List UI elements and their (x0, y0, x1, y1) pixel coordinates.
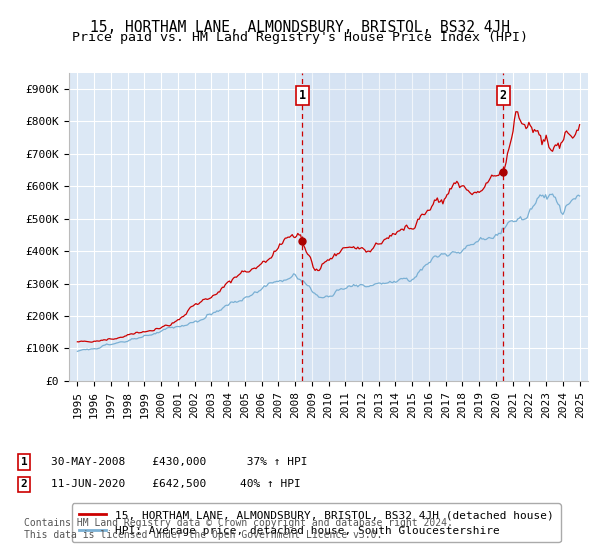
Text: 2: 2 (20, 479, 28, 489)
Text: 11-JUN-2020    £642,500     40% ↑ HPI: 11-JUN-2020 £642,500 40% ↑ HPI (51, 479, 301, 489)
Text: 1: 1 (298, 89, 305, 102)
Bar (302, 73, 503, 381)
Text: Contains HM Land Registry data © Crown copyright and database right 2024.
This d: Contains HM Land Registry data © Crown c… (24, 518, 453, 540)
Text: 2: 2 (500, 89, 507, 102)
Text: 15, HORTHAM LANE, ALMONDSBURY, BRISTOL, BS32 4JH: 15, HORTHAM LANE, ALMONDSBURY, BRISTOL, … (90, 20, 510, 35)
Text: 30-MAY-2008    £430,000      37% ↑ HPI: 30-MAY-2008 £430,000 37% ↑ HPI (51, 457, 308, 467)
Text: Price paid vs. HM Land Registry's House Price Index (HPI): Price paid vs. HM Land Registry's House … (72, 31, 528, 44)
Text: 1: 1 (20, 457, 28, 467)
Legend: 15, HORTHAM LANE, ALMONDSBURY, BRISTOL, BS32 4JH (detached house), HPI: Average : 15, HORTHAM LANE, ALMONDSBURY, BRISTOL, … (72, 503, 561, 542)
